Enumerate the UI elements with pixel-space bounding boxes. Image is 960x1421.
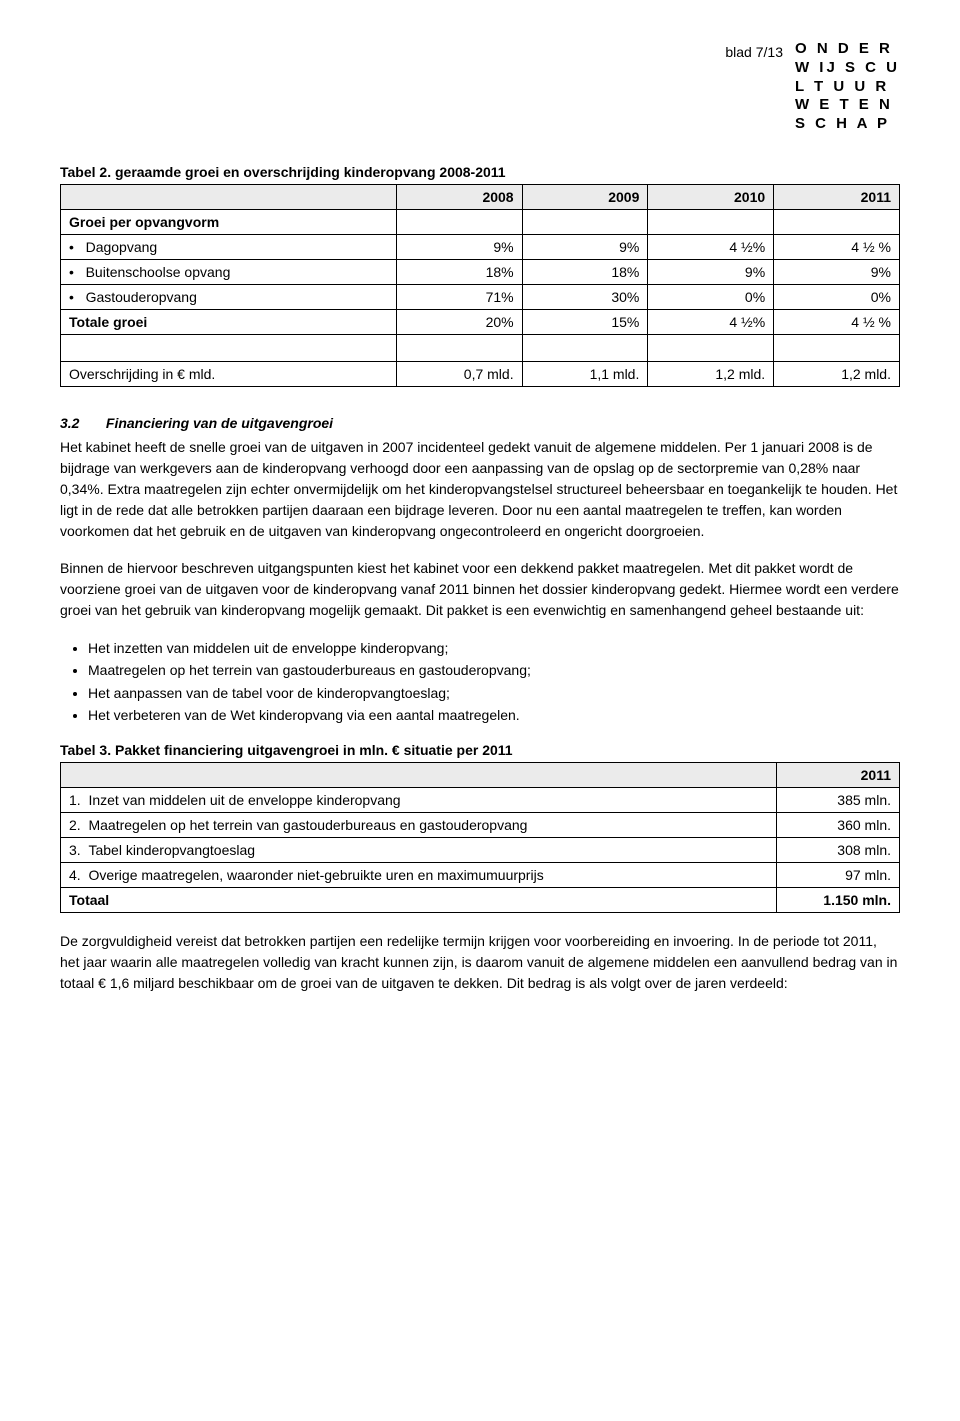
cell: 4 ½% — [648, 234, 774, 259]
section-heading-3-2: 3.2 Financiering van de uitgavengroei — [60, 415, 900, 431]
table2-title: Tabel 2. geraamde groei en overschrijdin… — [60, 164, 900, 180]
cell: 385 mln. — [776, 788, 899, 813]
row-label: Dagopvang — [86, 239, 158, 255]
table-row: 4. Overige maatregelen, waaronder niet-g… — [61, 863, 900, 888]
row-num: 4. — [69, 867, 81, 883]
cell: 9% — [774, 259, 900, 284]
table2-group-label: Groei per opvangvorm — [61, 209, 397, 234]
table3-year: 2011 — [776, 763, 899, 788]
table-row: • Buitenschoolse opvang 18% 18% 9% 9% — [61, 259, 900, 284]
spacer-row — [61, 334, 900, 361]
closing-paragraph: De zorgvuldigheid vereist dat betrokken … — [60, 931, 900, 994]
bullet-list: Het inzetten van middelen uit de envelop… — [60, 637, 900, 727]
cell: 0% — [774, 284, 900, 309]
row-label: Gastouderopvang — [86, 289, 197, 305]
paragraph: Binnen de hiervoor beschreven uitgangspu… — [60, 558, 900, 621]
bullet-icon: • — [69, 239, 74, 255]
cell: 9% — [522, 234, 648, 259]
logo-line: S C H A P — [795, 115, 900, 134]
cell: 18% — [396, 259, 522, 284]
cell: 4 ½% — [648, 309, 774, 334]
row-label: Tabel kinderopvangtoeslag — [88, 842, 255, 858]
table2-year: 2008 — [396, 184, 522, 209]
section-title: Financiering van de uitgavengroei — [106, 415, 333, 431]
table2-group-row: Groei per opvangvorm — [61, 209, 900, 234]
table2-total-row: Totale groei 20% 15% 4 ½% 4 ½ % — [61, 309, 900, 334]
logo-line: W IJ S C U — [795, 59, 900, 78]
row-num: 2. — [69, 817, 81, 833]
ministry-logo: O N D E R W IJ S C U L T U U R W E T E N… — [795, 40, 900, 134]
cell: 15% — [522, 309, 648, 334]
page-header: blad 7/13 O N D E R W IJ S C U L T U U R… — [60, 40, 900, 134]
list-item: Het inzetten van middelen uit de envelop… — [88, 637, 900, 659]
total-label: Totale groei — [61, 309, 397, 334]
total-label: Totaal — [61, 888, 777, 913]
page-number: blad 7/13 — [725, 40, 783, 60]
table3-header-row: 2011 — [61, 763, 900, 788]
table-row: 2. Maatregelen op het terrein van gastou… — [61, 813, 900, 838]
section-number: 3.2 — [60, 415, 102, 431]
table-row: • Dagopvang 9% 9% 4 ½% 4 ½ % — [61, 234, 900, 259]
bullet-icon: • — [69, 264, 74, 280]
table-row: 1. Inzet van middelen uit de enveloppe k… — [61, 788, 900, 813]
cell: 18% — [522, 259, 648, 284]
bullet-icon: • — [69, 289, 74, 305]
cell: 4 ½ % — [774, 309, 900, 334]
table-row: 3. Tabel kinderopvangtoeslag 308 mln. — [61, 838, 900, 863]
cell: 0% — [648, 284, 774, 309]
table3: 2011 1. Inzet van middelen uit de envelo… — [60, 762, 900, 913]
list-item: Het aanpassen van de tabel voor de kinde… — [88, 682, 900, 704]
table2-year: 2010 — [648, 184, 774, 209]
logo-line: W E T E N — [795, 96, 900, 115]
table2-year: 2011 — [774, 184, 900, 209]
cell: 9% — [648, 259, 774, 284]
cell: 1,2 mld. — [774, 361, 900, 386]
cell: 0,7 mld. — [396, 361, 522, 386]
cell: 9% — [396, 234, 522, 259]
cell: 4 ½ % — [774, 234, 900, 259]
row-label: Overige maatregelen, waaronder niet-gebr… — [88, 867, 543, 883]
row-label: Inzet van middelen uit de enveloppe kind… — [88, 792, 400, 808]
cell: 308 mln. — [776, 838, 899, 863]
cell: 30% — [522, 284, 648, 309]
table2-overschrijding-row: Overschrijding in € mld. 0,7 mld. 1,1 ml… — [61, 361, 900, 386]
overs-label: Overschrijding in € mld. — [61, 361, 397, 386]
row-num: 3. — [69, 842, 81, 858]
cell: 97 mln. — [776, 863, 899, 888]
row-label: Buitenschoolse opvang — [86, 264, 231, 280]
list-item: Maatregelen op het terrein van gastouder… — [88, 659, 900, 681]
table3-title: Tabel 3. Pakket financiering uitgavengro… — [60, 742, 900, 758]
cell: 71% — [396, 284, 522, 309]
table-row: • Gastouderopvang 71% 30% 0% 0% — [61, 284, 900, 309]
cell: 1,1 mld. — [522, 361, 648, 386]
cell: 20% — [396, 309, 522, 334]
total-value: 1.150 mln. — [776, 888, 899, 913]
table2: 2008 2009 2010 2011 Groei per opvangvorm… — [60, 184, 900, 387]
table3-total-row: Totaal 1.150 mln. — [61, 888, 900, 913]
cell: 1,2 mld. — [648, 361, 774, 386]
logo-line: O N D E R — [795, 40, 900, 59]
cell: 360 mln. — [776, 813, 899, 838]
row-label: Maatregelen op het terrein van gastouder… — [88, 817, 527, 833]
table2-header-row: 2008 2009 2010 2011 — [61, 184, 900, 209]
logo-line: L T U U R — [795, 78, 900, 97]
list-item: Het verbeteren van de Wet kinderopvang v… — [88, 704, 900, 726]
table2-year: 2009 — [522, 184, 648, 209]
row-num: 1. — [69, 792, 81, 808]
paragraph: Het kabinet heeft de snelle groei van de… — [60, 437, 900, 542]
